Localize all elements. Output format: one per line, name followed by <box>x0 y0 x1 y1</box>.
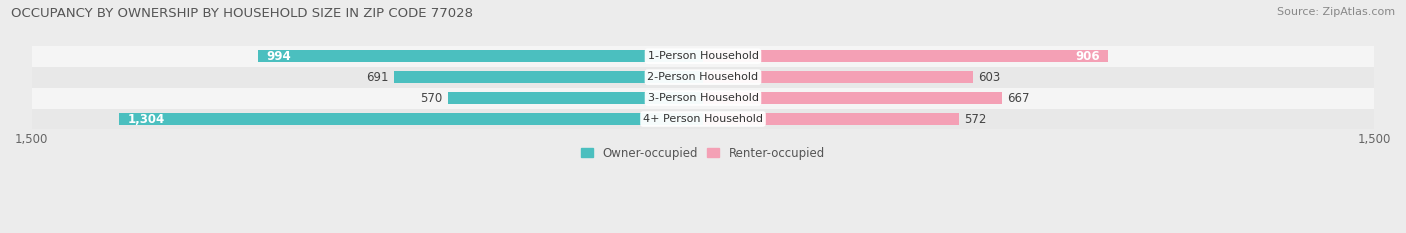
Text: Source: ZipAtlas.com: Source: ZipAtlas.com <box>1277 7 1395 17</box>
Bar <box>32 109 1374 130</box>
Text: 667: 667 <box>1007 92 1029 105</box>
Bar <box>120 113 703 125</box>
Bar <box>394 71 703 83</box>
Text: 994: 994 <box>266 50 291 63</box>
Bar <box>703 92 1001 104</box>
Text: 1-Person Household: 1-Person Household <box>648 51 758 61</box>
Text: 2-Person Household: 2-Person Household <box>647 72 759 82</box>
Text: 906: 906 <box>1076 50 1101 63</box>
Text: 3-Person Household: 3-Person Household <box>648 93 758 103</box>
Text: 572: 572 <box>965 113 987 126</box>
Bar <box>32 46 1374 67</box>
Bar <box>32 67 1374 88</box>
Text: 1,304: 1,304 <box>128 113 165 126</box>
Bar <box>703 71 973 83</box>
Bar <box>32 88 1374 109</box>
Text: 691: 691 <box>366 71 388 84</box>
Text: 570: 570 <box>420 92 443 105</box>
Text: OCCUPANCY BY OWNERSHIP BY HOUSEHOLD SIZE IN ZIP CODE 77028: OCCUPANCY BY OWNERSHIP BY HOUSEHOLD SIZE… <box>11 7 474 20</box>
Legend: Owner-occupied, Renter-occupied: Owner-occupied, Renter-occupied <box>581 147 825 160</box>
Text: 603: 603 <box>979 71 1001 84</box>
Bar <box>449 92 703 104</box>
Text: 4+ Person Household: 4+ Person Household <box>643 114 763 124</box>
Bar <box>259 50 703 62</box>
Bar <box>703 50 1108 62</box>
Bar <box>703 113 959 125</box>
